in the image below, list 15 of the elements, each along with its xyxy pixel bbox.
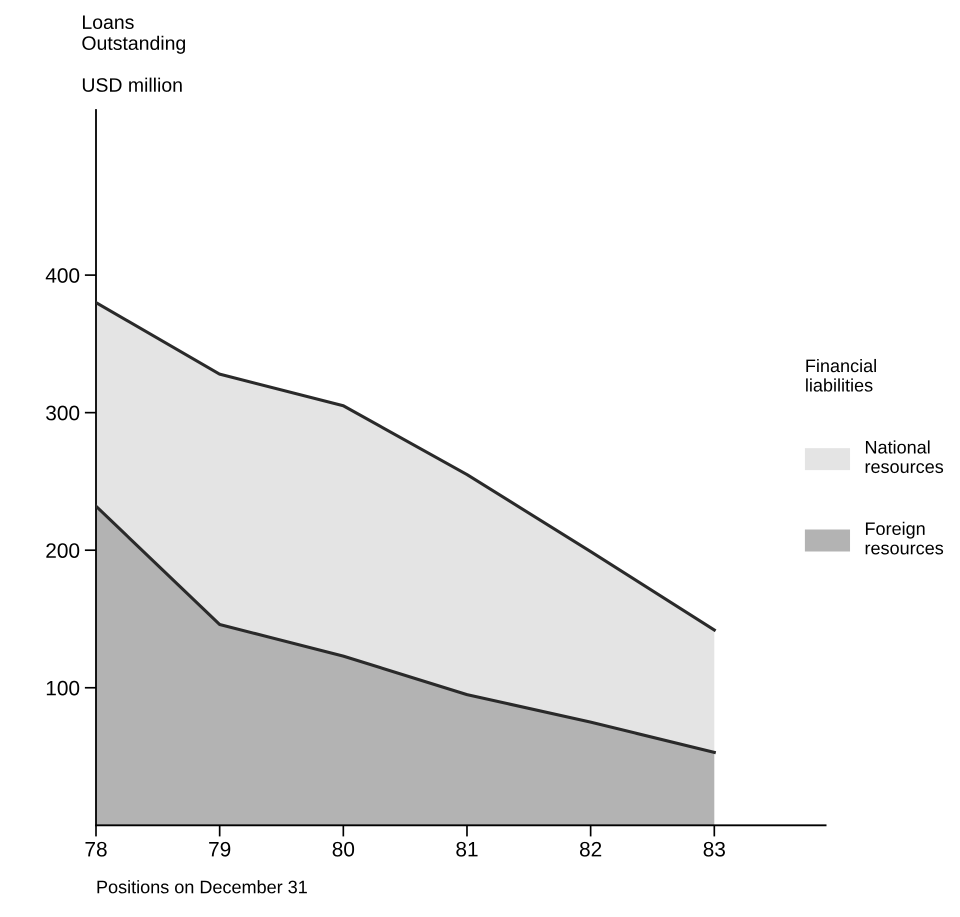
y-tick-label: 100 [46, 680, 80, 696]
x-tick-label: 80 [332, 842, 354, 857]
x-tick-label: 82 [580, 842, 602, 857]
x-tick-label: 78 [85, 842, 107, 857]
legend-title: Financial liabilities [806, 358, 876, 392]
x-tick-label: 83 [704, 842, 725, 857]
y-tick-label: 300 [46, 406, 80, 420]
legend-label: Foreign resources [866, 522, 944, 554]
x-tick-label: 79 [209, 842, 230, 857]
legend-label: National resources [866, 440, 944, 474]
y-tick-label: 200 [46, 543, 80, 558]
text: Loans Outstanding USD million [82, 15, 186, 92]
y-tick-label: 400 [46, 268, 80, 283]
x-tick-label: 81 [456, 842, 478, 857]
x-axis-title: Positions on December 31 [97, 880, 307, 894]
